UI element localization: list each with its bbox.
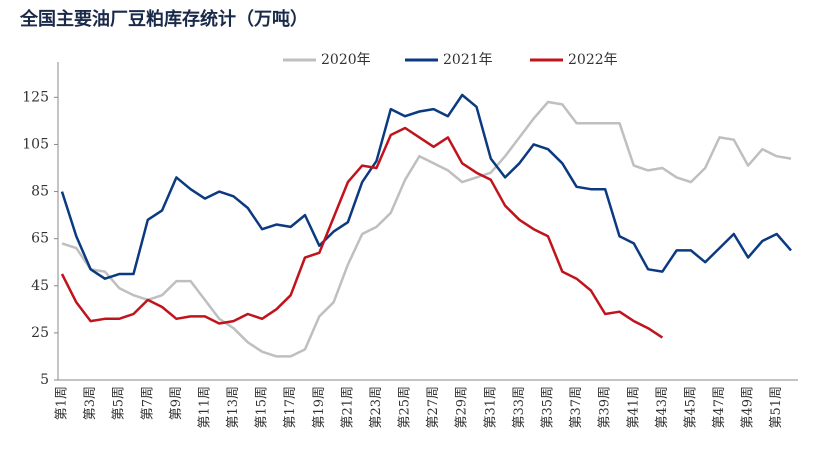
x-tick-label: 第49周 <box>741 386 756 429</box>
legend-label: 2020年 <box>321 52 371 68</box>
x-tick-label: 第17周 <box>283 386 298 429</box>
x-tick-label: 第35周 <box>541 386 556 429</box>
x-tick-label: 第31周 <box>483 386 498 429</box>
y-tick-label: 85 <box>31 184 49 200</box>
y-tick-label: 25 <box>31 325 49 341</box>
x-tick-label: 第9周 <box>169 386 184 420</box>
y-tick-label: 65 <box>31 231 49 247</box>
series-line <box>60 126 664 339</box>
legend-label: 2022年 <box>568 52 618 68</box>
x-tick-label: 第29周 <box>455 386 470 429</box>
y-tick-label: 45 <box>31 278 49 294</box>
series-line <box>61 100 792 358</box>
x-tick-label: 第41周 <box>626 386 641 429</box>
x-tick-label: 第3周 <box>83 386 98 420</box>
y-tick-label: 5 <box>40 372 49 388</box>
x-tick-label: 第15周 <box>255 386 270 429</box>
x-tick-label: 第37周 <box>569 386 584 429</box>
series-line <box>60 93 792 280</box>
x-tick-label: 第43周 <box>655 386 670 429</box>
x-tick-label: 第23周 <box>369 386 384 429</box>
x-tick-label: 第5周 <box>112 386 127 420</box>
chart-title: 全国主要油厂豆粕库存统计（万吨） <box>19 8 308 30</box>
x-tick-label: 第33周 <box>512 386 527 429</box>
legend-label: 2021年 <box>443 52 493 68</box>
x-tick-label: 第7周 <box>140 386 155 420</box>
x-tick-label: 第25周 <box>398 386 413 429</box>
x-tick-label: 第19周 <box>312 386 327 429</box>
x-tick-label: 第39周 <box>598 386 613 429</box>
y-tick-label: 125 <box>22 89 49 105</box>
x-tick-label: 第45周 <box>683 386 698 429</box>
x-tick-label: 第21周 <box>340 386 355 429</box>
x-tick-label: 第27周 <box>426 386 441 429</box>
y-tick-label: 105 <box>22 136 49 152</box>
x-tick-label: 第13周 <box>226 386 241 429</box>
x-tick-label: 第47周 <box>712 386 727 429</box>
x-tick-label: 第11周 <box>197 386 212 429</box>
x-tick-label: 第1周 <box>55 386 70 420</box>
x-tick-label: 第51周 <box>769 386 784 429</box>
